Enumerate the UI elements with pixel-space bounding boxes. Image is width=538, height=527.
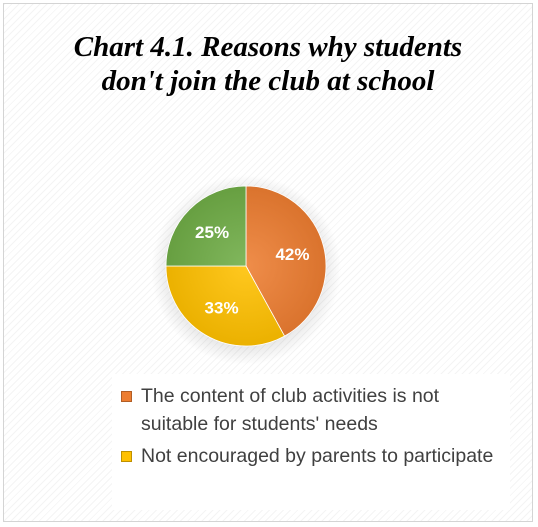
legend-label: Not encouraged by parents to participate [141, 445, 494, 467]
chart-title-line-1: Chart 4.1. Reasons why students [73, 31, 463, 63]
legend-label: The content of club activities is not su… [141, 385, 440, 435]
chart-legend: The content of club activities is not su… [112, 374, 510, 510]
pie-data-label-3: 25% [195, 223, 229, 242]
chart-title-line-2: don't join the club at school [101, 65, 435, 97]
legend-item-content-not-suitable: The content of club activities is not su… [112, 382, 510, 438]
pie-slice-2 [165, 265, 286, 347]
pie-data-label-2: 33% [205, 298, 239, 317]
pie-data-label-1: 42% [275, 245, 309, 264]
chart-title: Chart 4.1. Reasons why students don't jo… [4, 30, 532, 98]
pie-slice-1 [245, 185, 327, 337]
legend-item-not-encouraged: Not encouraged by parents to participate [112, 442, 510, 470]
legend-swatch [121, 391, 132, 402]
legend-swatch [121, 451, 132, 462]
pie-slice-3 [165, 185, 247, 267]
